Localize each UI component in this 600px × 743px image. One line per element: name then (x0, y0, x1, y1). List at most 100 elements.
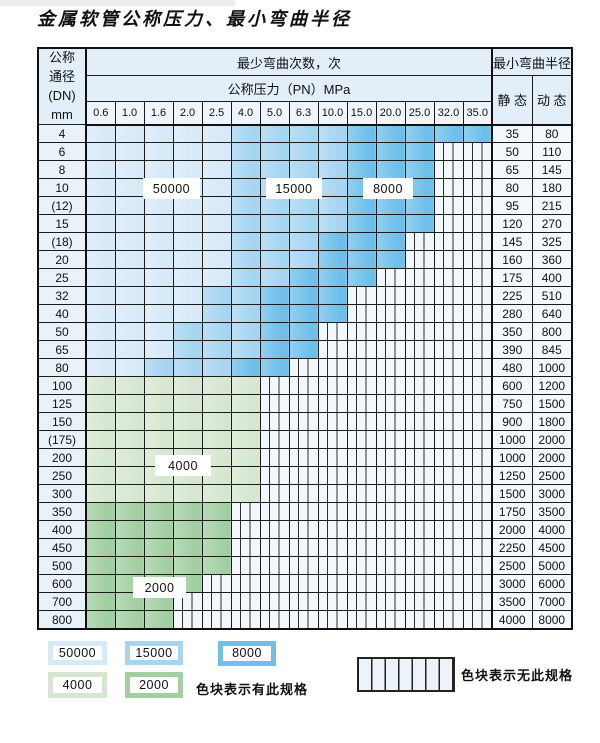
no-spec-cell (375, 358, 406, 378)
legend-swatch-8000: 8000 (218, 641, 276, 666)
dn-cell: 150 (37, 412, 87, 432)
no-spec-cell (288, 376, 319, 396)
pressure-value-cell: 20.0 (375, 100, 406, 126)
spec-cell (259, 160, 290, 180)
spec-cell (85, 610, 116, 630)
no-spec-cell (317, 484, 348, 504)
dynamic-value-cell: 80 (531, 124, 573, 144)
no-spec-cell (462, 538, 493, 558)
spec-cell (85, 358, 116, 378)
dn-cell: 300 (37, 484, 87, 504)
spec-cell (172, 286, 203, 306)
spec-cell (172, 196, 203, 216)
spec-cell (172, 358, 203, 378)
spec-cell (230, 466, 261, 486)
dn-cell: 600 (37, 574, 87, 594)
static-value-cell: 2000 (491, 520, 533, 540)
spec-cell (114, 484, 145, 504)
spec-cell (85, 160, 116, 180)
legend-swatch-label: 2000 (130, 677, 178, 693)
spec-cell (172, 322, 203, 342)
spec-cell (201, 484, 232, 504)
no-spec-cell (230, 574, 261, 594)
table-row: (12) 95 215 (37, 196, 573, 216)
no-spec-cell (462, 430, 493, 450)
spec-cell (317, 268, 348, 288)
spec-cell (201, 430, 232, 450)
spec-cell (143, 322, 174, 342)
spec-cell (288, 340, 319, 360)
table-row: 32 225 510 (37, 286, 573, 306)
no-spec-cell (462, 556, 493, 576)
no-spec-cell (433, 610, 464, 630)
dn-header-line: mm (51, 106, 73, 122)
no-spec-cell (346, 376, 377, 396)
static-value-cell: 4000 (491, 610, 533, 630)
no-spec-cell (259, 538, 290, 558)
dynamic-value-cell: 1200 (531, 376, 573, 396)
static-value-cell: 80 (491, 178, 533, 198)
no-spec-cell (230, 502, 261, 522)
static-value-cell: 145 (491, 232, 533, 252)
dynamic-value-cell: 360 (531, 250, 573, 270)
spec-cell (230, 376, 261, 396)
scan-artifact-strip (0, 0, 235, 6)
spec-cell (143, 484, 174, 504)
spec-cell (346, 124, 377, 144)
no-spec-cell (288, 592, 319, 612)
dynamic-value-cell: 7000 (531, 592, 573, 612)
spec-cell (114, 412, 145, 432)
no-spec-cell (259, 520, 290, 540)
dynamic-value-cell: 510 (531, 286, 573, 306)
spec-cell (230, 160, 261, 180)
dynamic-value-cell: 145 (531, 160, 573, 180)
spec-cell (317, 304, 348, 324)
spec-cell (230, 448, 261, 468)
no-spec-cell (346, 556, 377, 576)
spec-cell (433, 124, 464, 144)
dn-cell: 800 (37, 610, 87, 630)
dynamic-value-cell: 215 (531, 196, 573, 216)
spec-cell (230, 124, 261, 144)
spec-cell (143, 214, 174, 234)
no-spec-cell (346, 448, 377, 468)
no-spec-cell (346, 304, 377, 324)
spec-cell (114, 520, 145, 540)
table-row: 300 1500 3000 (37, 484, 573, 504)
no-spec-cell (462, 520, 493, 540)
no-spec-cell (433, 160, 464, 180)
no-spec-cell (288, 502, 319, 522)
no-spec-cell (259, 610, 290, 630)
spec-cell (317, 214, 348, 234)
no-spec-cell (462, 394, 493, 414)
spec-cell (230, 430, 261, 450)
dynamic-value-cell: 2000 (531, 430, 573, 450)
no-spec-cell (433, 286, 464, 306)
no-spec-cell (288, 358, 319, 378)
spec-cell (114, 610, 145, 630)
no-spec-cell (433, 520, 464, 540)
spec-cell (143, 160, 174, 180)
spec-cell (201, 178, 232, 198)
spec-cell (288, 322, 319, 342)
no-spec-cell (433, 412, 464, 432)
no-spec-cell (346, 412, 377, 432)
spec-cell (114, 394, 145, 414)
no-spec-cell (433, 538, 464, 558)
no-spec-cell (346, 574, 377, 594)
dynamic-value-cell: 3500 (531, 502, 573, 522)
no-spec-cell (375, 484, 406, 504)
dn-cell: 200 (37, 448, 87, 468)
spec-cell (114, 304, 145, 324)
no-spec-cell (433, 214, 464, 234)
spec-cell (375, 232, 406, 252)
pressure-values-row: 0.6 1.0 1.6 2.0 2.5 4.0 5.0 6.3 10.0 15.0 20.0 25.0… (38, 100, 572, 126)
spec-cell (172, 538, 203, 558)
static-value-cell: 35 (491, 124, 533, 144)
dn-header-line: 通径 (48, 68, 75, 84)
no-spec-cell (404, 610, 435, 630)
no-spec-cell (288, 394, 319, 414)
no-spec-cell (259, 430, 290, 450)
table-row: 100 600 1200 (37, 376, 573, 396)
spec-cell (201, 322, 232, 342)
